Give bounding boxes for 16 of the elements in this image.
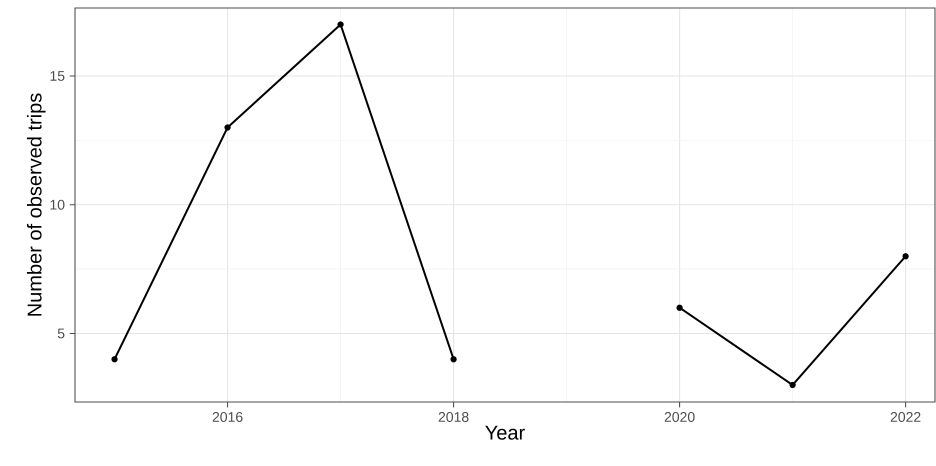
point xyxy=(337,21,344,28)
point xyxy=(224,124,231,131)
y-tick-label: 10 xyxy=(50,200,64,210)
x-tick-label: 2022 xyxy=(890,412,920,422)
x-tick-label: 2020 xyxy=(664,412,695,422)
x-tick-label: 2018 xyxy=(438,412,469,422)
x-axis-title: Year xyxy=(485,426,525,440)
point xyxy=(789,382,796,388)
point xyxy=(111,356,118,362)
point xyxy=(902,253,909,260)
y-tick-label: 15 xyxy=(50,71,64,81)
y-axis-title: Number of observed trips xyxy=(26,94,46,316)
point xyxy=(676,304,683,311)
point xyxy=(450,356,457,362)
x-tick-label: 2016 xyxy=(212,412,243,422)
y-tick-label: 5 xyxy=(58,328,64,338)
